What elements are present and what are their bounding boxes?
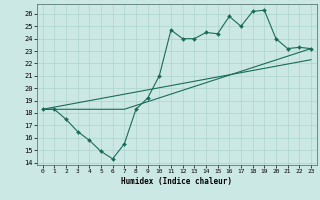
X-axis label: Humidex (Indice chaleur): Humidex (Indice chaleur) xyxy=(121,177,232,186)
